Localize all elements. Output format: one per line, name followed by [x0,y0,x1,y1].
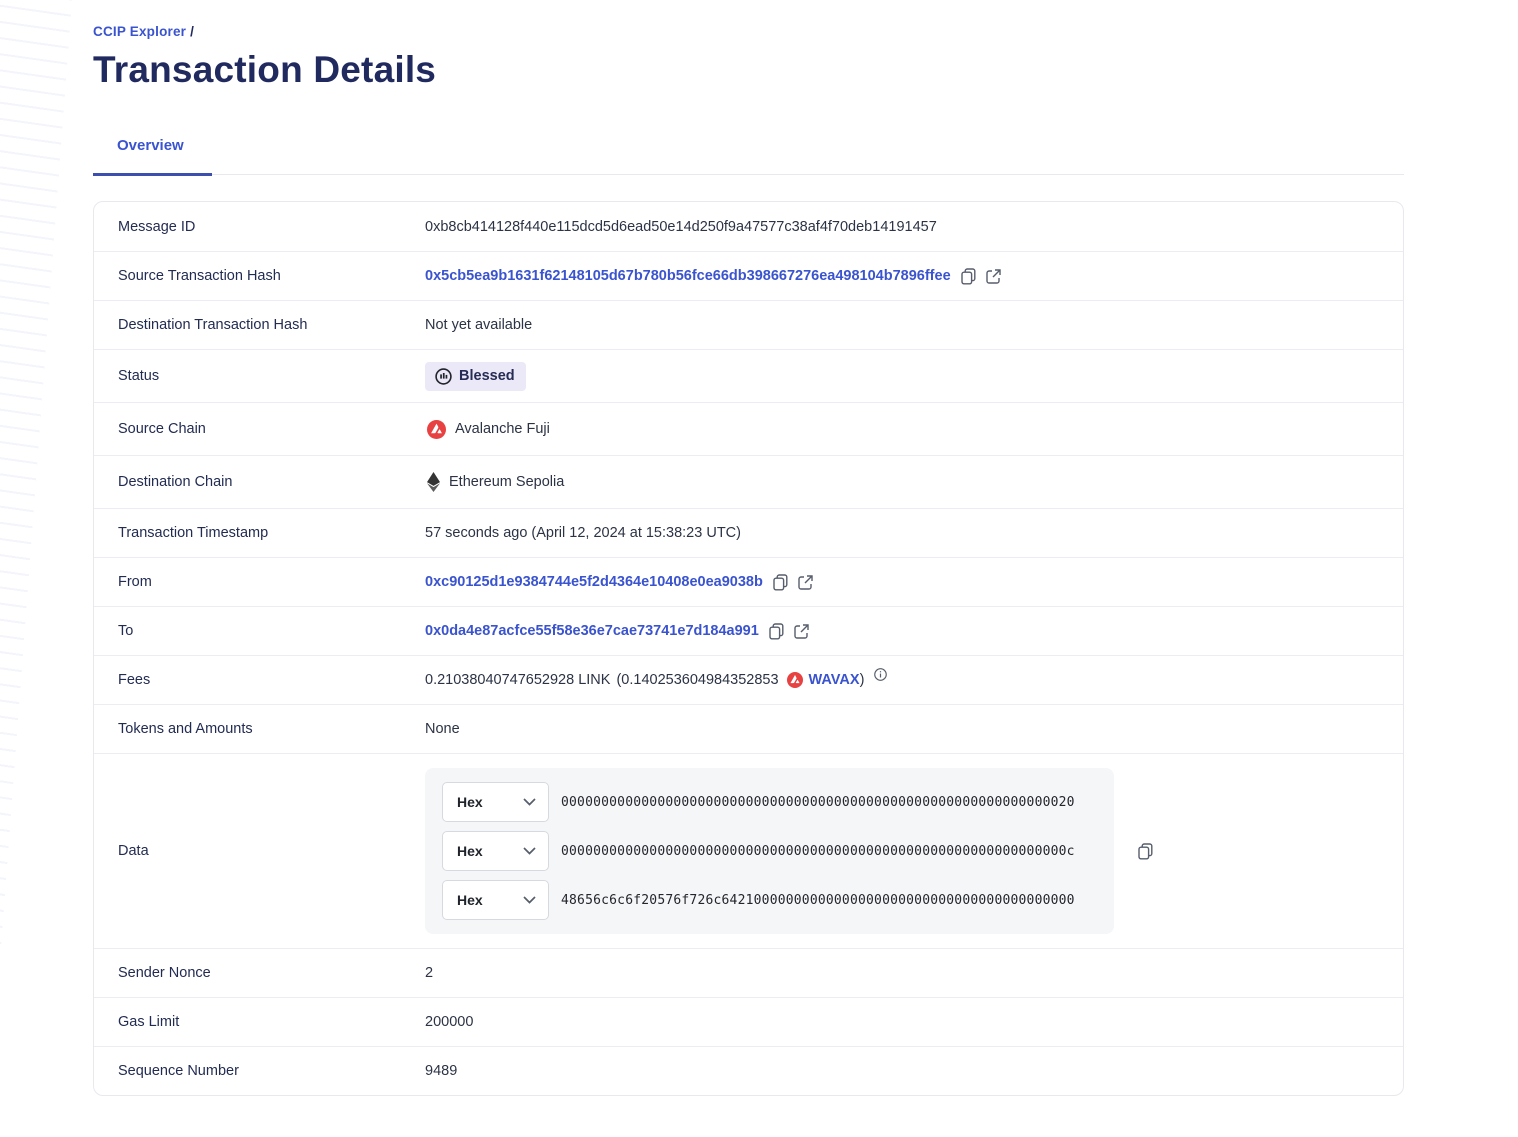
row-from: From 0xc90125d1e9384744e5f2d4364e10408e0… [94,557,1403,606]
gas-limit-value: 200000 [425,1014,1403,1030]
copy-icon[interactable] [769,622,784,640]
breadcrumb-separator: / [190,24,195,39]
ethereum-icon [427,472,440,492]
status-badge: Blessed [425,361,526,391]
message-id-text: 0xb8cb414128f440e115dcd5d6ead50e14d250f9… [425,218,937,235]
source-tx-hash-label: Source Transaction Hash [118,268,281,284]
fees-paren-close: ) [859,672,865,688]
row-status: Status Blessed [94,349,1403,402]
row-dest-tx-hash: Destination Transaction Hash Not yet ava… [94,300,1403,349]
dest-tx-hash-value: Not yet available [425,317,1403,333]
wavax-link[interactable]: WAVAX [808,672,860,688]
dest-tx-hash-text: Not yet available [425,317,533,333]
row-fees: Fees 0.21038040747652928 LINK (0.1402536… [94,655,1403,704]
hex-data-text: 48656c6c6f20576f726c64210000000000000000… [561,892,1075,908]
tokens-label: Tokens and Amounts [118,721,253,737]
external-link-icon[interactable] [798,574,813,590]
row-data: Data Hex 0000000000000000000000000000000… [94,753,1403,948]
data-label: Data [118,843,149,859]
timestamp-text: 57 seconds ago (April 12, 2024 at 15:38:… [425,525,741,541]
external-link-icon[interactable] [985,268,1001,284]
sequence-number-label: Sequence Number [118,1063,239,1079]
breadcrumb: CCIP Explorer / [93,24,1404,39]
data-hex-container: Hex 000000000000000000000000000000000000… [425,768,1114,934]
chevron-down-icon [523,847,536,855]
hex-format-dropdown-label: Hex [457,843,483,859]
hex-data-text: 0000000000000000000000000000000000000000… [561,843,1075,859]
source-chain-text: Avalanche Fuji [455,421,550,437]
transaction-details-card: Message ID 0xb8cb414128f440e115dcd5d6ead… [93,201,1404,1096]
fees-label: Fees [118,672,151,688]
tokens-text: None [425,721,460,737]
copy-icon[interactable] [1138,842,1153,860]
fees-link-amount: 0.21038040747652928 LINK [425,672,611,688]
chevron-down-icon [523,896,536,904]
tab-bar: Overview [93,137,1404,176]
row-tokens: Tokens and Amounts None [94,704,1403,753]
status-label: Status [118,368,160,384]
copy-icon[interactable] [773,573,788,591]
message-id-value: 0xb8cb414128f440e115dcd5d6ead50e14d250f9… [425,219,1403,235]
blessed-signal-icon [435,367,452,385]
source-tx-hash-link[interactable]: 0x5cb5ea9b1631f62148105d67b780b56fce66db… [425,268,951,284]
fees-wavax-amount: (0.140253604984352853 [616,672,779,688]
timestamp-label: Transaction Timestamp [118,525,269,541]
hex-format-dropdown[interactable]: Hex [442,831,549,871]
sender-nonce-text: 2 [425,965,434,981]
sender-nonce-label: Sender Nonce [118,965,211,981]
gas-limit-label: Gas Limit [118,1014,180,1030]
row-sequence-number: Sequence Number 9489 [94,1046,1403,1095]
info-icon[interactable] [874,668,888,681]
hex-format-dropdown-label: Hex [457,892,483,908]
page-title: Transaction Details [93,49,437,90]
dest-chain-text: Ethereum Sepolia [449,474,565,490]
breadcrumb-ccip-explorer-link[interactable]: CCIP Explorer [93,24,187,39]
chevron-down-icon [523,798,536,806]
data-hex-line: Hex 000000000000000000000000000000000000… [425,831,1114,871]
row-message-id: Message ID 0xb8cb414128f440e115dcd5d6ead… [94,202,1403,251]
data-hex-line: Hex 000000000000000000000000000000000000… [425,782,1114,822]
hex-format-dropdown[interactable]: Hex [442,782,549,822]
from-address-link[interactable]: 0xc90125d1e9384744e5f2d4364e10408e0ea903… [425,574,763,590]
to-address-link[interactable]: 0x0da4e87acfce55f58e36e7cae73741e7d184a9… [425,623,759,639]
sequence-number-value: 9489 [425,1063,1403,1079]
sequence-number-text: 9489 [425,1063,458,1079]
row-to: To 0x0da4e87acfce55f58e36e7cae73741e7d18… [94,606,1403,655]
tokens-value: None [425,721,1403,737]
avalanche-icon [786,672,803,688]
hex-data-text: 0000000000000000000000000000000000000000… [561,794,1075,810]
row-source-chain: Source Chain Avalanche Fuji [94,402,1403,455]
row-dest-chain: Destination Chain Ethereum Sepolia [94,455,1403,508]
page-content: CCIP Explorer / Transaction Details Overv… [93,0,1404,1096]
data-hex-line: Hex 48656c6c6f20576f726c6421000000000000… [425,880,1114,920]
dest-tx-hash-label: Destination Transaction Hash [118,317,308,333]
from-label: From [118,574,152,590]
copy-icon[interactable] [960,267,976,285]
dest-chain-value: Ethereum Sepolia [425,472,564,492]
row-sender-nonce: Sender Nonce 2 [94,948,1403,997]
gas-limit-text: 200000 [425,1014,474,1030]
dest-chain-label: Destination Chain [118,474,233,490]
sender-nonce-value: 2 [425,965,1403,981]
source-chain-label: Source Chain [118,421,206,437]
decorative-stripes [0,0,72,960]
tab-overview[interactable]: Overview [93,137,212,176]
row-source-tx-hash: Source Transaction Hash 0x5cb5ea9b1631f6… [94,251,1403,300]
avalanche-icon [427,419,446,439]
hex-format-dropdown-label: Hex [457,794,483,810]
timestamp-value: 57 seconds ago (April 12, 2024 at 15:38:… [425,525,1403,541]
to-label: To [118,623,134,639]
status-badge-text: Blessed [459,368,515,384]
hex-format-dropdown[interactable]: Hex [442,880,549,920]
row-timestamp: Transaction Timestamp 57 seconds ago (Ap… [94,508,1403,557]
row-gas-limit: Gas Limit 200000 [94,997,1403,1046]
source-chain-value: Avalanche Fuji [425,419,550,439]
external-link-icon[interactable] [794,623,809,639]
message-id-label: Message ID [118,218,196,235]
